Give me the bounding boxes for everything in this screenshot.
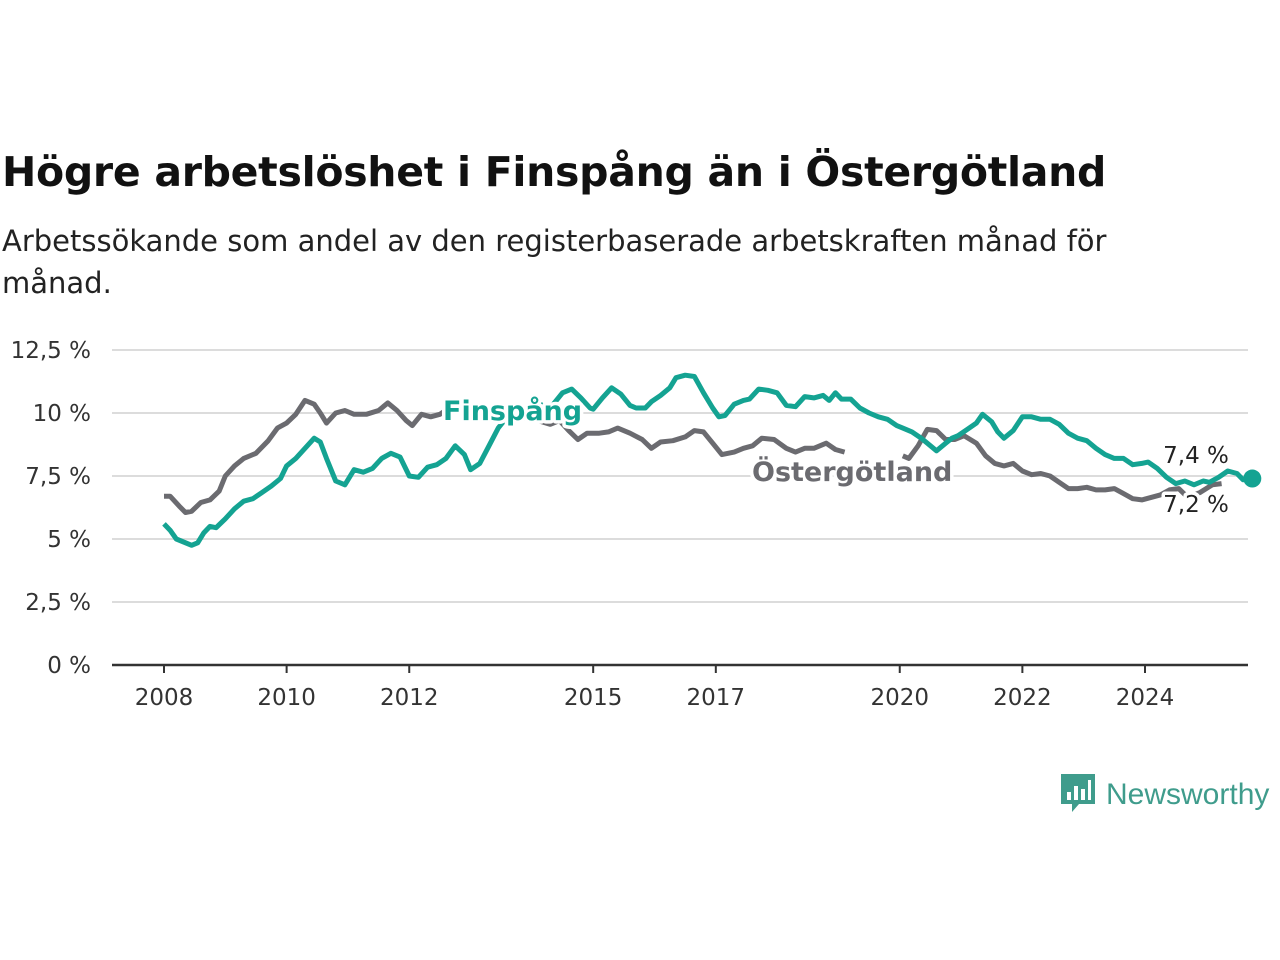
y-axis-ticks: 0 % 2,5 % 5 % 7,5 % 10 % 12,5 % [11, 338, 91, 679]
x-tick-label: 2020 [870, 685, 929, 711]
series-label-finspang: Finspång [443, 395, 582, 427]
y-tick-label: 0 % [47, 653, 91, 679]
end-value-finspang: 7,4 % [1163, 443, 1229, 469]
newsworthy-logo: Newsworthy [1058, 772, 1269, 818]
series-label-ostergotland: Östergötland [752, 455, 952, 488]
finspang-end-marker [1243, 469, 1262, 488]
y-tick-label: 5 % [47, 527, 91, 553]
x-tick-label: 2022 [993, 685, 1052, 711]
x-tick-label: 2015 [564, 685, 623, 711]
y-tick-label: 7,5 % [25, 464, 91, 490]
x-tick-label: 2010 [257, 685, 316, 711]
x-tick-label: 2012 [380, 685, 439, 711]
y-tick-label: 10 % [33, 401, 91, 427]
series-lines [162, 372, 1262, 548]
chart-title: Högre arbetslöshet i Finspång än i Öster… [2, 148, 1107, 196]
line-chart: 0 %2,5 %5 %7,5 %10 %12,5 % 2008 2010 2012 2… [11, 338, 1262, 711]
series-labels: Finspång Östergötland 7,4 % 7,2 % [440, 392, 1233, 522]
x-tick-label: 2024 [1116, 685, 1175, 711]
chart-subtitle: Arbetssökande som andel av den registerb… [2, 224, 1107, 300]
end-value-ostergotland: 7,2 % [1163, 492, 1229, 518]
y-tick-label: 2,5 % [25, 590, 91, 616]
x-tick-label: 2017 [687, 685, 746, 711]
x-tick-label: 2008 [135, 685, 194, 711]
series-line-ostergotland [164, 397, 846, 515]
newsworthy-chart-bubble-icon [1061, 774, 1095, 812]
x-axis: 2008 2010 2012 2015 2017 2020 2022 2024 [112, 663, 1248, 711]
brand-name: Newsworthy [1106, 778, 1270, 811]
series-line-finspang [162, 372, 1253, 548]
gridlines [112, 349, 1248, 603]
y-tick-label: 12,5 % [11, 338, 91, 364]
